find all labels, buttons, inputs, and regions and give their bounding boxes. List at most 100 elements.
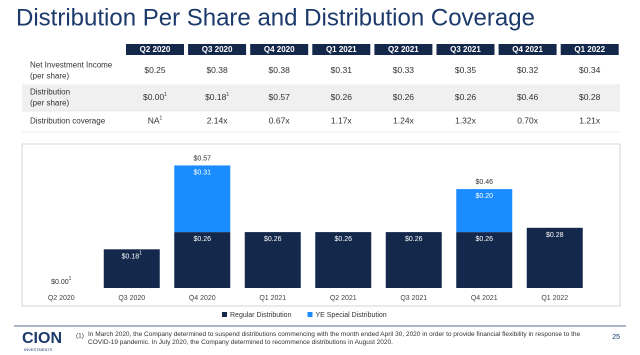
- row-label: Distribution coverage: [30, 117, 106, 126]
- header-cell: [126, 44, 184, 55]
- cell: $0.32: [517, 65, 539, 75]
- header-label: Q3 2021: [450, 45, 481, 54]
- x-tick-label: Q4 2020: [189, 295, 216, 302]
- row-band: [22, 85, 620, 111]
- cell: $0.31: [331, 65, 353, 75]
- bar-segment: [103, 249, 160, 288]
- bar-segment: [174, 165, 231, 233]
- cell-text: 0.70x: [517, 116, 539, 126]
- bar-segment: [456, 189, 513, 233]
- cell: $0.33: [393, 65, 415, 75]
- bar-segment: [174, 232, 231, 288]
- cell-text: 1.24x: [393, 116, 415, 126]
- cell-text: $0.00: [143, 92, 165, 102]
- chart-frame: [21, 143, 621, 307]
- header-label: Q3 2020: [202, 45, 233, 54]
- x-tick-label: Q2 2021: [330, 295, 357, 302]
- cell-text: $0.18: [205, 92, 227, 102]
- cell-text: $0.46: [517, 92, 539, 102]
- cell: 0.67x: [269, 116, 291, 126]
- header-label: Q4 2021: [512, 45, 543, 54]
- cell-text: $0.57: [269, 92, 291, 102]
- cell: $0.38: [206, 65, 228, 75]
- cell: $0.38: [269, 65, 291, 75]
- footnote-mark: (1): [76, 333, 84, 340]
- value-label-text: $0.28: [546, 232, 564, 239]
- footnote-ref: 1: [69, 276, 72, 282]
- cell-text: NA: [148, 116, 160, 126]
- header-label: Q1 2022: [574, 45, 605, 54]
- footnote-box: In March 2020, the Company determined to…: [88, 331, 581, 346]
- cell: $0.001: [143, 92, 167, 102]
- cell: 1.32x: [455, 116, 477, 126]
- header-cell: [498, 44, 557, 55]
- x-tick-label: Q4 2021: [471, 295, 498, 302]
- logo-sub: INVESTMENTS: [24, 347, 53, 352]
- footnote: In March 2020, the Company determined to…: [88, 331, 581, 346]
- cell: $0.35: [455, 65, 477, 75]
- bar-segment: [385, 232, 442, 288]
- cell: 2.14x: [207, 116, 229, 126]
- cell-text: $0.25: [144, 65, 166, 75]
- value-label-text: $0.31: [193, 169, 211, 176]
- cell: $0.26: [393, 92, 415, 102]
- value-label: $0.26: [405, 236, 423, 243]
- header-cell: [250, 44, 309, 55]
- cell-text: $0.35: [455, 65, 477, 75]
- cell: 1.17x: [331, 116, 353, 126]
- row-label: (per share): [30, 99, 69, 108]
- header-cell: [374, 44, 433, 55]
- cell-text: 0.67x: [269, 116, 291, 126]
- footnote-ref: 1: [226, 92, 229, 98]
- value-label-text: $0.00: [51, 279, 69, 286]
- legend-label: Regular Distribution: [230, 312, 292, 319]
- value-label: $0.31: [193, 169, 211, 176]
- header-cell: [312, 44, 371, 55]
- x-tick-label: Q1 2022: [541, 295, 568, 302]
- row-label: (per share): [30, 72, 69, 81]
- cell-text: $0.26: [455, 92, 477, 102]
- cell-text: $0.31: [331, 65, 353, 75]
- value-label: $0.001: [51, 276, 72, 286]
- value-label: $0.26: [264, 236, 282, 243]
- value-label: $0.28: [546, 232, 564, 239]
- cell-text: $0.34: [579, 65, 601, 75]
- cell: $0.26: [331, 92, 353, 102]
- header-cell: [436, 44, 495, 55]
- header-label: Q1 2021: [326, 45, 357, 54]
- row-label: Distribution: [30, 88, 70, 97]
- cell: $0.28: [579, 92, 601, 102]
- value-label: $0.181: [122, 251, 143, 261]
- cell-text: 1.21x: [579, 116, 601, 126]
- cell: 0.70x: [517, 116, 539, 126]
- x-tick-label: Q2 2020: [48, 295, 75, 302]
- x-tick-label: Q1 2021: [259, 295, 286, 302]
- legend-label: YE Special Distribution: [315, 312, 386, 319]
- value-label-text: $0.26: [475, 236, 493, 243]
- header-label: Q2 2020: [140, 45, 171, 54]
- bar-segment: [456, 232, 513, 288]
- header-label: Q4 2020: [264, 45, 295, 54]
- footnote-ref: 1: [139, 251, 142, 257]
- cell-text: 1.32x: [455, 116, 477, 126]
- cell-text: 2.14x: [207, 116, 229, 126]
- value-label-text: $0.26: [405, 236, 423, 243]
- value-label: $0.20: [475, 193, 493, 200]
- cell-text: $0.38: [206, 65, 228, 75]
- x-tick-label: Q3 2021: [400, 295, 427, 302]
- cell: $0.46: [517, 92, 539, 102]
- cell-text: $0.26: [331, 92, 353, 102]
- bar-segment: [526, 227, 583, 288]
- total-label: $0.57: [193, 155, 211, 162]
- row-label: Net Investment Income: [30, 61, 113, 70]
- bar-segment: [244, 232, 301, 288]
- cell: 1.21x: [579, 116, 601, 126]
- header-cell: [188, 44, 247, 55]
- cell: 1.24x: [393, 116, 415, 126]
- cell: $0.181: [205, 92, 229, 102]
- cell-text: $0.32: [517, 65, 539, 75]
- value-label-text: $0.26: [193, 236, 211, 243]
- value-label-text: $0.18: [122, 253, 140, 260]
- cell: $0.57: [269, 92, 291, 102]
